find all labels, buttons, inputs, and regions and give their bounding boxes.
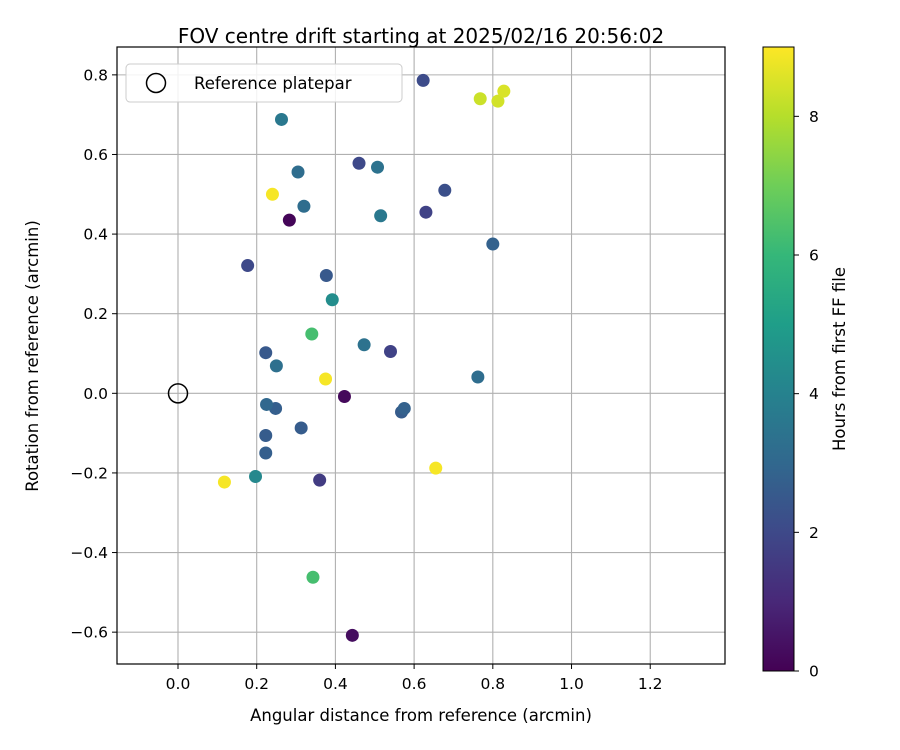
data-point: [306, 570, 320, 584]
y-axis-label: Rotation from reference (arcmin): [23, 220, 42, 492]
data-point: [416, 73, 430, 87]
data-point: [438, 183, 452, 197]
colorbar: 0 2 4 6 8 Hours from first FF file: [762, 46, 849, 681]
data-point: [274, 112, 288, 126]
y-tick-label: 0.0: [83, 385, 108, 403]
y-axis: −0.6 −0.4 −0.2 0.0 0.2 0.4 0.6 0.8: [70, 66, 117, 642]
data-points: [217, 73, 511, 642]
x-axis: 0.0 0.2 0.4 0.6 0.8 1.0 1.2: [166, 664, 663, 693]
data-point: [357, 338, 371, 352]
data-point: [259, 429, 273, 443]
y-tick-label: 0.8: [83, 66, 108, 84]
legend-marker: [145, 72, 167, 94]
data-point: [473, 92, 487, 106]
data-point: [319, 268, 333, 282]
colorbar-label: Hours from first FF file: [830, 267, 849, 451]
data-point: [297, 199, 311, 213]
y-tick-label: −0.4: [70, 544, 108, 562]
x-tick-label: 1.0: [559, 675, 584, 693]
y-tick-label: 0.6: [83, 146, 108, 164]
reference-platepar-marker: [167, 383, 189, 404]
data-point: [471, 370, 485, 384]
data-point: [241, 259, 255, 273]
data-point: [384, 345, 398, 359]
reference-point: [167, 383, 189, 404]
data-point: [282, 213, 296, 227]
data-point: [486, 237, 500, 251]
y-tick-label: −0.6: [70, 624, 108, 642]
colorbar-tick-label: 0: [809, 663, 819, 681]
data-point: [429, 461, 443, 475]
data-point: [397, 401, 411, 415]
x-axis-label: Angular distance from reference (arcmin): [250, 706, 592, 725]
data-point: [337, 390, 351, 404]
data-point: [374, 209, 388, 223]
x-tick-label: 0.6: [402, 675, 427, 693]
data-point: [352, 156, 366, 170]
data-point: [260, 397, 274, 411]
x-tick-label: 0.8: [480, 675, 505, 693]
data-point: [265, 187, 279, 201]
data-point: [259, 446, 273, 460]
data-point: [419, 205, 433, 219]
data-point: [249, 470, 263, 484]
x-tick-label: 0.4: [323, 675, 348, 693]
y-tick-label: 0.4: [83, 226, 108, 244]
x-tick-label: 0.2: [244, 675, 269, 693]
data-point: [491, 94, 505, 108]
data-point: [259, 346, 273, 360]
data-point: [305, 327, 319, 341]
data-point: [269, 359, 283, 373]
colorbar-ticks: 0 2 4 6 8: [794, 108, 819, 681]
grid: [117, 47, 725, 664]
colorbar-gradient: [762, 46, 795, 672]
chart-title: FOV centre drift starting at 2025/02/16 …: [178, 24, 664, 48]
colorbar-tick-label: 8: [809, 108, 819, 126]
data-point: [319, 372, 333, 386]
y-tick-label: −0.2: [70, 464, 108, 482]
data-point: [313, 473, 327, 487]
y-tick-label: 0.2: [83, 305, 108, 323]
plot-frame: [116, 46, 726, 665]
legend-box: [125, 63, 403, 103]
x-tick-label: 0.0: [166, 675, 191, 693]
data-point: [325, 293, 339, 307]
x-tick-label: 1.2: [638, 675, 663, 693]
colorbar-tick-label: 2: [809, 524, 819, 542]
data-point: [217, 475, 231, 489]
data-point: [294, 421, 308, 435]
data-point: [371, 160, 385, 174]
data-point: [291, 165, 305, 179]
colorbar-tick-label: 6: [809, 247, 819, 265]
legend-label: Reference platepar: [194, 74, 352, 93]
data-point: [497, 84, 511, 98]
data-point: [345, 628, 359, 642]
legend: Reference platepar: [125, 63, 403, 103]
colorbar-tick-label: 4: [809, 385, 819, 403]
